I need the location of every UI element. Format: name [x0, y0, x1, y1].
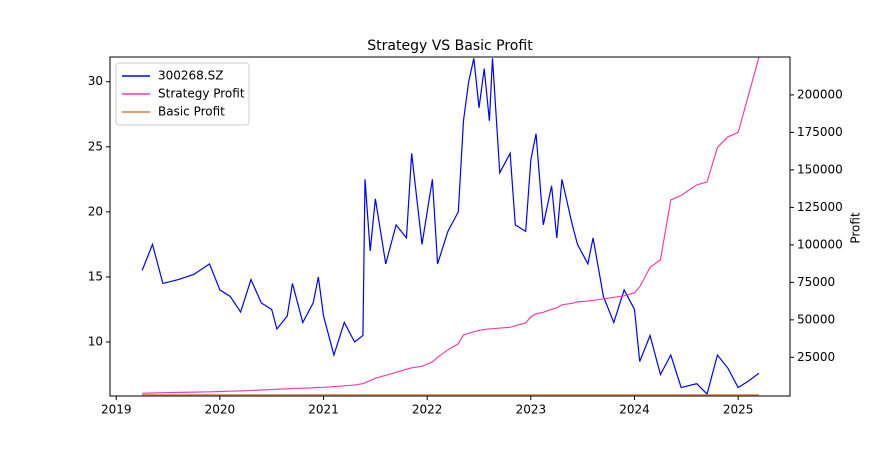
x-tick-label: 2020: [205, 403, 236, 417]
legend-label: Strategy Profit: [158, 87, 245, 101]
y2-tick-label: 75000: [797, 275, 835, 289]
x-tick-label: 2025: [723, 403, 754, 417]
y2-tick-label: 125000: [797, 200, 843, 214]
series-line: [141, 58, 760, 396]
x-tick-label: 2019: [101, 403, 132, 417]
y-tick-label: 20: [88, 204, 103, 218]
chart-title: Strategy VS Basic Profit: [367, 38, 533, 54]
y2-tick-label: 150000: [797, 162, 843, 176]
x-tick-label: 2022: [412, 403, 443, 417]
y-tick-label: 25: [88, 139, 103, 153]
y2-tick-label: 25000: [797, 350, 835, 364]
x-tick-label: 2021: [308, 403, 339, 417]
y-tick-label: 30: [88, 74, 103, 88]
x-tick-label: 2024: [619, 403, 650, 417]
y-tick-label: 15: [88, 269, 103, 283]
y2-tick-label: 50000: [797, 312, 835, 326]
y2-tick-label: 175000: [797, 125, 843, 139]
y2-axis-label: Profit: [849, 212, 863, 244]
y2-tick-label: 100000: [797, 237, 843, 251]
legend-label: Basic Profit: [158, 105, 225, 119]
series-line: [142, 57, 760, 394]
x-tick-label: 2023: [516, 403, 547, 417]
y-tick-label: 10: [88, 334, 103, 348]
y2-tick-label: 200000: [797, 87, 843, 101]
plot-frame: [109, 56, 791, 397]
legend-label: 300268.SZ: [158, 69, 223, 83]
legend-box: [115, 62, 250, 126]
